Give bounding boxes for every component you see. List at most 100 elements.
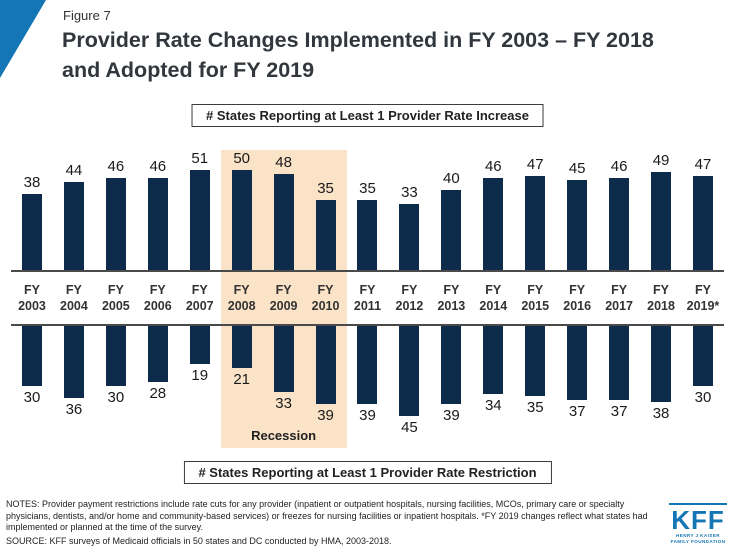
restriction-bar bbox=[105, 326, 126, 386]
increase-value-label: 46 bbox=[149, 158, 167, 175]
increase-bar bbox=[609, 178, 630, 270]
kff-logo-subtext-line2: FAMILY FOUNDATION bbox=[670, 539, 726, 545]
restriction-cell: 30 bbox=[11, 326, 53, 448]
bar-column: 47 FY 2015 35 bbox=[514, 150, 557, 448]
restriction-value-label: 33 bbox=[275, 395, 292, 412]
restriction-value-label: 34 bbox=[484, 397, 502, 414]
category-label: FY 2014 bbox=[472, 270, 515, 326]
increase-value-label: 50 bbox=[233, 150, 250, 167]
increase-cell: 46 bbox=[95, 150, 137, 270]
restriction-value-label: 39 bbox=[359, 407, 376, 424]
bar-column: 46 FY 2006 28 bbox=[136, 150, 179, 448]
category-label: FY 2015 bbox=[514, 270, 557, 326]
restriction-cell: 37 bbox=[556, 326, 598, 448]
restriction-value-label: 38 bbox=[652, 405, 670, 422]
category-label: FY 2016 bbox=[556, 270, 599, 326]
page-title: Provider Rate Changes Implemented in FY … bbox=[62, 28, 654, 82]
restriction-bar bbox=[315, 326, 336, 404]
restriction-cell: 35 bbox=[514, 326, 556, 448]
restriction-bar bbox=[357, 326, 378, 404]
increase-bar bbox=[525, 176, 546, 270]
increase-cell: 35 bbox=[347, 150, 389, 270]
kff-logo-subtext-line1: HENRY J KAISER bbox=[676, 533, 720, 538]
increase-bar bbox=[441, 190, 462, 270]
increase-cell: 51 bbox=[179, 150, 221, 270]
notes-text: NOTES: Provider payment restrictions inc… bbox=[6, 499, 648, 533]
category-label: FY 2009 bbox=[262, 270, 305, 326]
increase-bar bbox=[651, 172, 672, 270]
restriction-bar bbox=[63, 326, 84, 398]
restriction-cell: 39 bbox=[430, 326, 472, 448]
category-label: FY 2007 bbox=[178, 270, 221, 326]
increase-value-label: 46 bbox=[107, 158, 125, 175]
restriction-value-label: 45 bbox=[401, 419, 418, 436]
increase-value-label: 51 bbox=[191, 150, 209, 167]
bar-column: 44 FY 2004 36 bbox=[52, 150, 95, 448]
increase-bar bbox=[315, 200, 336, 270]
category-label: FY 2008 bbox=[220, 270, 263, 326]
bar-column: 50 FY 2008 21 bbox=[220, 150, 263, 448]
figure-label: Figure 7 bbox=[63, 8, 111, 23]
restriction-bar bbox=[567, 326, 588, 400]
restriction-value-label: 21 bbox=[233, 371, 250, 388]
category-label: FY 2003 bbox=[11, 270, 53, 326]
restriction-value-label: 36 bbox=[65, 401, 83, 418]
increase-value-label: 44 bbox=[65, 162, 83, 179]
restriction-bar bbox=[147, 326, 168, 382]
restriction-cell: 21 bbox=[221, 326, 263, 448]
restriction-cell: 37 bbox=[598, 326, 640, 448]
increase-bar bbox=[189, 170, 210, 270]
diverging-bar-chart: Recession 38 FY 2003 30 44 FY 2004 36 46 FY 2005 30… bbox=[11, 150, 724, 448]
increase-value-label: 47 bbox=[526, 156, 544, 173]
restriction-cell: 33 bbox=[263, 326, 305, 448]
increase-series-label-box: # States Reporting at Least 1 Provider R… bbox=[191, 104, 544, 127]
restriction-bar bbox=[231, 326, 252, 368]
restriction-cell: 36 bbox=[53, 326, 95, 448]
increase-cell: 44 bbox=[53, 150, 95, 270]
category-label: FY 2004 bbox=[52, 270, 95, 326]
increase-value-label: 49 bbox=[652, 152, 670, 169]
restriction-cell: 38 bbox=[640, 326, 682, 448]
increase-value-label: 35 bbox=[359, 180, 376, 197]
increase-cell: 47 bbox=[682, 150, 724, 270]
category-label: FY 2005 bbox=[94, 270, 137, 326]
restriction-value-label: 37 bbox=[610, 403, 628, 420]
bar-column: 33 FY 2012 45 bbox=[388, 150, 431, 448]
footer-notes-block: NOTES: Provider payment restrictions inc… bbox=[6, 499, 670, 548]
category-label: FY 2017 bbox=[598, 270, 641, 326]
restriction-bar bbox=[399, 326, 420, 416]
category-label: FY 2013 bbox=[430, 270, 473, 326]
restriction-bar bbox=[483, 326, 504, 394]
source-text: SOURCE: KFF surveys of Medicaid official… bbox=[6, 536, 392, 547]
restriction-value-label: 28 bbox=[149, 385, 167, 402]
restriction-cell: 28 bbox=[137, 326, 179, 448]
bar-column: 40 FY 2013 39 bbox=[430, 150, 473, 448]
restriction-cell: 30 bbox=[95, 326, 137, 448]
increase-cell: 40 bbox=[430, 150, 472, 270]
restriction-value-label: 39 bbox=[443, 407, 460, 424]
increase-bar bbox=[105, 178, 126, 270]
bar-column: 46 FY 2017 37 bbox=[598, 150, 641, 448]
increase-cell: 50 bbox=[221, 150, 263, 270]
increase-cell: 46 bbox=[598, 150, 640, 270]
increase-cell: 49 bbox=[640, 150, 682, 270]
increase-cell: 35 bbox=[305, 150, 347, 270]
increase-bar bbox=[231, 170, 252, 270]
increase-bar bbox=[147, 178, 168, 270]
bar-column: 45 FY 2016 37 bbox=[556, 150, 599, 448]
increase-bar bbox=[63, 182, 84, 270]
chart-columns: 38 FY 2003 30 44 FY 2004 36 46 FY 2005 30 46 FY 2006 28… bbox=[11, 150, 724, 448]
restriction-cell: 39 bbox=[347, 326, 389, 448]
increase-value-label: 40 bbox=[443, 170, 460, 187]
bar-column: 46 FY 2014 34 bbox=[472, 150, 515, 448]
increase-cell: 48 bbox=[263, 150, 305, 270]
restriction-bar bbox=[21, 326, 42, 386]
restriction-bar bbox=[441, 326, 462, 404]
bar-column: 46 FY 2005 30 bbox=[94, 150, 137, 448]
bar-column: 48 FY 2009 33 bbox=[262, 150, 305, 448]
restriction-bar bbox=[692, 326, 713, 386]
category-label: FY 2019* bbox=[682, 270, 724, 326]
increase-bar bbox=[357, 200, 378, 270]
restriction-value-label: 39 bbox=[317, 407, 334, 424]
increase-bar bbox=[483, 178, 504, 270]
